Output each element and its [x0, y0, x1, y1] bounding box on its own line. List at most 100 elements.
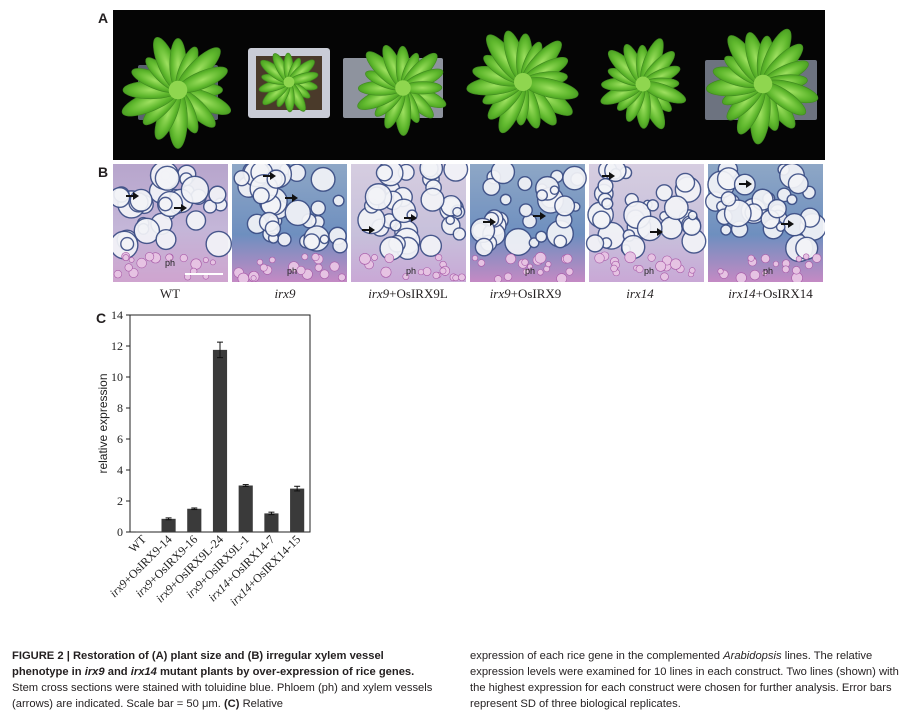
bar: [161, 518, 176, 532]
genotype-label-irx9-osirx9l: irx9+OsIRX9L: [368, 286, 448, 301]
phloem-cell: [210, 259, 216, 266]
phloem-cell: [269, 256, 276, 264]
cross-section-panel: ph ph ph ph ph ph: [109, 156, 827, 285]
phloem-cell: [795, 255, 802, 263]
xylem-cell: [504, 227, 533, 256]
phloem-label: ph: [165, 258, 175, 268]
rosette-plant: [600, 38, 687, 130]
xylem-cell: [452, 206, 463, 217]
xylem-cell: [518, 203, 533, 218]
xylem-cell: [277, 232, 292, 247]
phloem-cell: [534, 252, 547, 264]
phloem-label: ph: [525, 266, 535, 276]
xylem-cell: [208, 185, 227, 204]
phloem-cell: [772, 260, 779, 267]
rosette-center: [283, 76, 295, 88]
rosette-center: [168, 80, 188, 100]
y-tick-label: 6: [117, 432, 123, 446]
phloem-cell: [256, 259, 264, 266]
panel-label-c: C: [96, 310, 107, 326]
cross-section-image: ph: [109, 160, 233, 282]
arrow-head-icon: [369, 226, 375, 234]
phloem-cell: [803, 253, 810, 260]
phloem-cell: [522, 268, 530, 276]
phloem-cell: [556, 273, 568, 285]
plant-photo-panel: [113, 10, 825, 160]
phloem-cell: [527, 263, 533, 270]
cross-section-image: ph: [704, 159, 827, 284]
y-tick-label: 8: [117, 401, 123, 415]
phloem-cell: [338, 273, 346, 282]
xylem-cell: [310, 200, 327, 216]
xylem-cell: [553, 234, 568, 249]
phloem-cell: [179, 254, 188, 263]
phloem-cell: [329, 261, 340, 272]
xylem-cell: [592, 210, 611, 230]
xylem-cell: [264, 220, 282, 237]
xylem-cell: [723, 199, 752, 228]
xylem-cell: [585, 234, 605, 253]
arrow-head-icon: [292, 194, 298, 202]
phloem-cell: [458, 273, 466, 282]
phloem-cell: [635, 265, 644, 273]
rosette-plant: [121, 37, 231, 149]
phloem-cell: [136, 257, 147, 269]
phloem-cell: [804, 261, 813, 270]
phloem-cell: [760, 254, 771, 264]
cross-section-image: ph: [351, 156, 469, 282]
arrow-head-icon: [411, 214, 417, 222]
xylem-cell: [389, 219, 402, 232]
xylem-cell: [490, 159, 516, 185]
xylem-cell: [787, 173, 809, 195]
xylem-cell: [364, 183, 393, 211]
arrow-head-icon: [657, 228, 663, 236]
xylem-cell: [675, 172, 696, 193]
xylem-cell: [120, 236, 135, 252]
arrow-head-icon: [181, 204, 187, 212]
rosette-photos: [121, 28, 819, 149]
xylem-cell: [443, 156, 469, 182]
genotype-label-irx14: irx14: [626, 286, 654, 301]
arrow-head-icon: [788, 220, 794, 228]
phloem-cell: [124, 263, 133, 272]
phloem-cell: [505, 253, 517, 265]
phloem-cell: [670, 258, 682, 270]
phloem-cell: [250, 275, 257, 282]
rosette-center: [395, 80, 411, 96]
xylem-cell: [203, 199, 218, 214]
xylem-cell: [419, 234, 443, 257]
rosette-plant: [258, 52, 319, 113]
y-tick-label: 10: [111, 370, 123, 384]
phloem-cell: [371, 254, 378, 261]
xylem-cell: [562, 165, 587, 191]
phloem-cell: [380, 266, 392, 278]
phloem-cell: [494, 275, 503, 284]
bar: [135, 531, 150, 533]
xylem-cell: [517, 175, 533, 192]
phloem-cell: [562, 253, 573, 264]
phloem-cell: [319, 269, 330, 279]
phloem-cell: [128, 257, 135, 263]
cross-section-image: ph: [585, 159, 707, 282]
phloem-cell: [594, 253, 605, 264]
genotype-label-irx9-osirx9: irx9+OsIRX9: [489, 286, 562, 301]
y-tick-label: 0: [117, 525, 123, 539]
xylem-cell: [310, 166, 336, 192]
panel-label-b: B: [98, 164, 109, 180]
phloem-cell: [452, 274, 460, 282]
y-tick-label: 12: [111, 339, 123, 353]
phloem-cell: [435, 253, 443, 262]
bar: [290, 488, 305, 532]
xylem-cell: [419, 156, 444, 181]
phloem-cell: [624, 251, 637, 264]
xylem-cell: [474, 237, 494, 257]
phloem-cell: [128, 268, 139, 278]
phloem-cell: [384, 253, 395, 263]
phloem-cell: [503, 272, 513, 281]
phloem-cell: [259, 263, 268, 272]
phloem-cell: [417, 269, 425, 276]
xylem-cell: [180, 175, 210, 205]
phloem-cell: [781, 265, 790, 274]
phloem-cell: [311, 253, 320, 262]
